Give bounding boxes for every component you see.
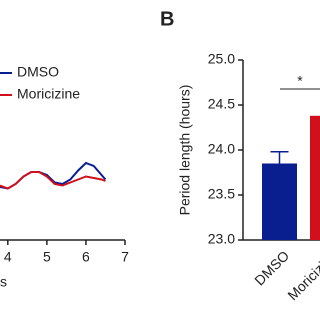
bar [262, 163, 297, 240]
series-line [0, 171, 106, 190]
y-axis-label: Period length (hours) [177, 85, 193, 216]
y-tick-label: 24.5 [208, 96, 235, 112]
x-tick-label: 7 [121, 249, 129, 265]
legend-label: DMSO [17, 64, 59, 80]
legend-label: Moricizine [17, 86, 80, 102]
x-tick-label: 4 [4, 249, 12, 265]
panel-label: B [160, 8, 174, 30]
bar [310, 115, 320, 240]
x-tick-label: 6 [82, 249, 90, 265]
y-tick-label: 23.0 [208, 231, 235, 247]
x-tick-label: Moricizine [284, 247, 320, 303]
x-tick-label: DMSO [251, 247, 292, 288]
y-tick-label: 23.5 [208, 186, 235, 202]
y-tick-label: 24.0 [208, 141, 235, 157]
x-axis-label: s [0, 274, 7, 290]
x-tick-label: 5 [43, 249, 51, 265]
y-tick-label: 25.0 [208, 51, 235, 67]
significance: * [297, 73, 303, 89]
